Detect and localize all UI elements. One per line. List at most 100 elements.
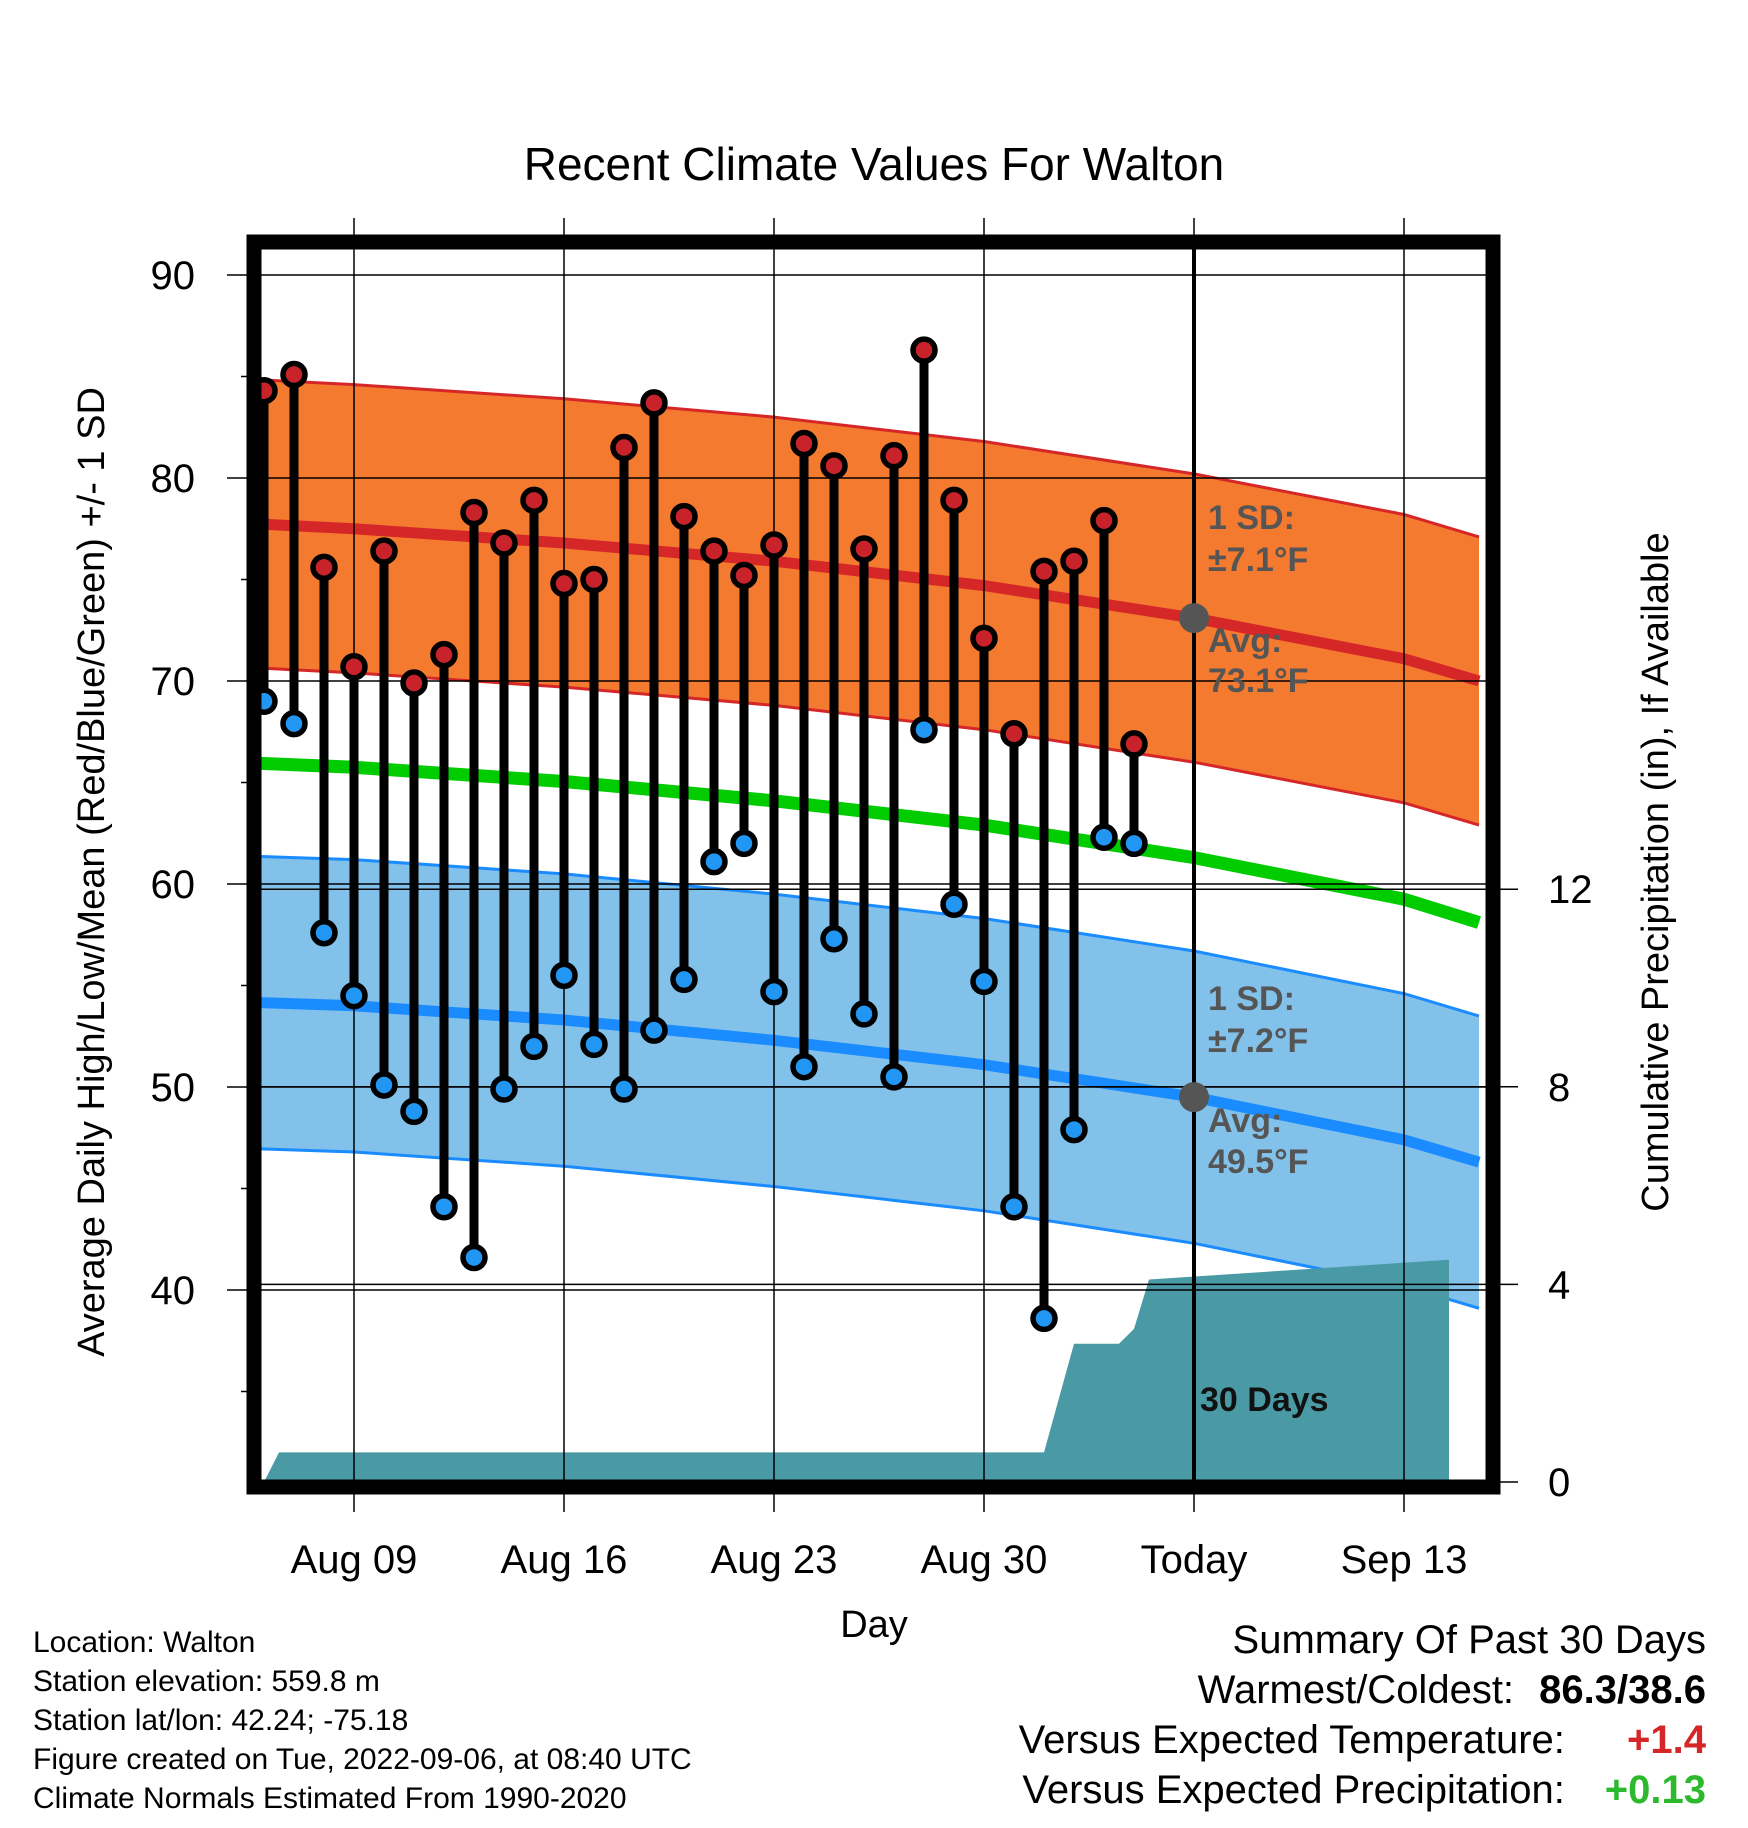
daily-low-point	[820, 925, 848, 953]
summary-title: Summary Of Past 30 Days	[1232, 1618, 1706, 1662]
daily-low-point	[760, 977, 788, 1006]
precip-anomaly-label: Versus Expected Precipitation:	[1022, 1768, 1565, 1812]
daily-high-point	[760, 531, 788, 559]
daily-high-point	[820, 452, 848, 480]
low-avg-value: 49.5°F	[1208, 1143, 1309, 1181]
daily-low-point	[460, 1243, 488, 1272]
high-sd-label: 1 SD:	[1208, 499, 1295, 537]
created-text: Figure created on Tue, 2022-09-06, at 08…	[33, 1743, 692, 1776]
y-axis-label: Average Daily High/Low/Mean (Red/Blue/Gr…	[71, 387, 113, 1357]
high-sd-value: ±7.1°F	[1208, 541, 1308, 579]
y-tick-label: 60	[151, 863, 196, 907]
y-tick-label: 50	[151, 1066, 196, 1110]
daily-high-point	[400, 669, 428, 697]
high-avg-value: 73.1°F	[1208, 662, 1309, 700]
daily-low-point	[1060, 1115, 1088, 1144]
mean-normal-line	[261, 756, 1481, 929]
daily-low-point	[1000, 1193, 1028, 1221]
today-marker-label: 30 Days	[1200, 1381, 1329, 1419]
daily-low-point	[940, 890, 968, 919]
plot-area: 40 50 60 70 80 90 0 4 8 12 Aug 09 Aug 16 Aug 23 Aug 3…	[151, 218, 1593, 1582]
y2-tick-label: 12	[1548, 868, 1593, 912]
y-tick-label: 40	[151, 1269, 196, 1313]
daily-low-point	[850, 1000, 878, 1028]
plot-frame	[246, 234, 1501, 1495]
daily-low-point	[310, 918, 338, 947]
daily-low-point	[790, 1052, 818, 1081]
daily-high-point	[970, 624, 998, 653]
normals-text: Climate Normals Estimated From 1990-2020	[33, 1782, 627, 1815]
high-band-upper-edge	[261, 378, 1480, 539]
latlon-text: Station lat/lon: 42.24; -75.18	[33, 1704, 409, 1737]
daily-high-point	[850, 535, 878, 563]
daily-high-point	[310, 553, 338, 582]
daily-high-point	[610, 433, 638, 462]
warm-cold-label: Warmest/Coldest:	[1197, 1668, 1515, 1712]
low-sd-band	[261, 856, 1479, 1309]
daily-low-point	[340, 981, 368, 1010]
x-tick-label: Aug 23	[711, 1538, 838, 1582]
daily-high-point	[700, 537, 728, 565]
daily-high-point	[490, 529, 518, 557]
daily-high-point	[1090, 506, 1118, 535]
daily-high-point	[1060, 547, 1088, 575]
daily-low-point	[370, 1071, 398, 1099]
daily-low-point	[400, 1097, 428, 1126]
daily-high-point	[520, 486, 548, 515]
temp-anomaly-label: Versus Expected Temperature:	[1018, 1718, 1565, 1762]
today-low-normal-marker	[1179, 1082, 1209, 1113]
y-tick-label: 90	[151, 254, 196, 298]
daily-low-point	[430, 1193, 458, 1221]
daily-high-point	[1000, 720, 1028, 748]
x-tick-label: Aug 30	[921, 1538, 1048, 1582]
chart-title: Recent Climate Values For Walton	[524, 138, 1225, 190]
elevation-text: Station elevation: 559.8 m	[33, 1665, 380, 1698]
low-sd-label: 1 SD:	[1208, 980, 1295, 1018]
summary-panel: Summary Of Past 30 Days Warmest/Coldest:…	[1019, 1615, 1706, 1815]
station-info: Location: Walton Station elevation: 559.…	[33, 1623, 692, 1818]
daily-low-point	[970, 967, 998, 996]
low-sd-value: ±7.2°F	[1208, 1022, 1308, 1060]
daily-high-point	[460, 498, 488, 527]
y2-axis-label: Cumulative Precipitation (in), If Availa…	[1635, 532, 1677, 1211]
warm-cold-value: 86.3/38.6	[1539, 1668, 1706, 1712]
daily-high-point	[910, 336, 938, 364]
daily-low-point	[1120, 829, 1148, 858]
daily-low-point	[580, 1030, 608, 1059]
daily-low-point	[520, 1032, 548, 1061]
low-band-upper-edge	[261, 854, 1480, 1018]
daily-high-point	[940, 486, 968, 515]
daily-low-point	[280, 709, 308, 738]
daily-high-point	[790, 429, 818, 458]
y2-tick-label: 4	[1548, 1263, 1570, 1307]
high-normal-line	[261, 518, 1481, 687]
x-tick-label: Aug 16	[501, 1538, 628, 1582]
high-sd-band	[261, 379, 1479, 826]
y2-tick-label: 8	[1548, 1066, 1570, 1110]
daily-high-point	[280, 360, 308, 389]
y-tick-label: 80	[151, 457, 196, 501]
daily-high-point	[1030, 557, 1058, 586]
high-avg-label: Avg:	[1208, 622, 1282, 660]
daily-high-point	[730, 561, 758, 590]
daily-low-point	[670, 965, 698, 994]
daily-low-point	[1030, 1304, 1058, 1333]
daily-high-point	[880, 441, 908, 470]
daily-low-point	[1090, 823, 1118, 852]
x-tick-label: Sep 13	[1341, 1538, 1468, 1582]
y2-tick-label: 0	[1548, 1461, 1570, 1505]
daily-high-point	[340, 653, 368, 681]
low-avg-label: Avg:	[1208, 1102, 1282, 1140]
daily-low-point	[880, 1063, 908, 1091]
today-high-normal-marker	[1179, 603, 1209, 634]
temp-anomaly-value: +1.4	[1627, 1718, 1706, 1762]
daily-low-point	[730, 829, 758, 858]
daily-high-point	[430, 640, 458, 669]
y-tick-label: 70	[151, 660, 196, 704]
daily-low-point	[640, 1016, 668, 1044]
x-tick-label: Aug 09	[291, 1538, 418, 1582]
daily-high-point	[640, 389, 668, 417]
x-tick-label: Today	[1141, 1538, 1248, 1582]
daily-high-point	[550, 569, 578, 598]
